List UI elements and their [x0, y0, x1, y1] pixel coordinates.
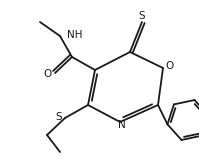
Text: NH: NH [67, 30, 83, 40]
Text: N: N [118, 120, 126, 130]
Text: S: S [56, 112, 62, 122]
Text: O: O [165, 61, 173, 71]
Text: S: S [139, 11, 145, 21]
Text: O: O [44, 69, 52, 79]
